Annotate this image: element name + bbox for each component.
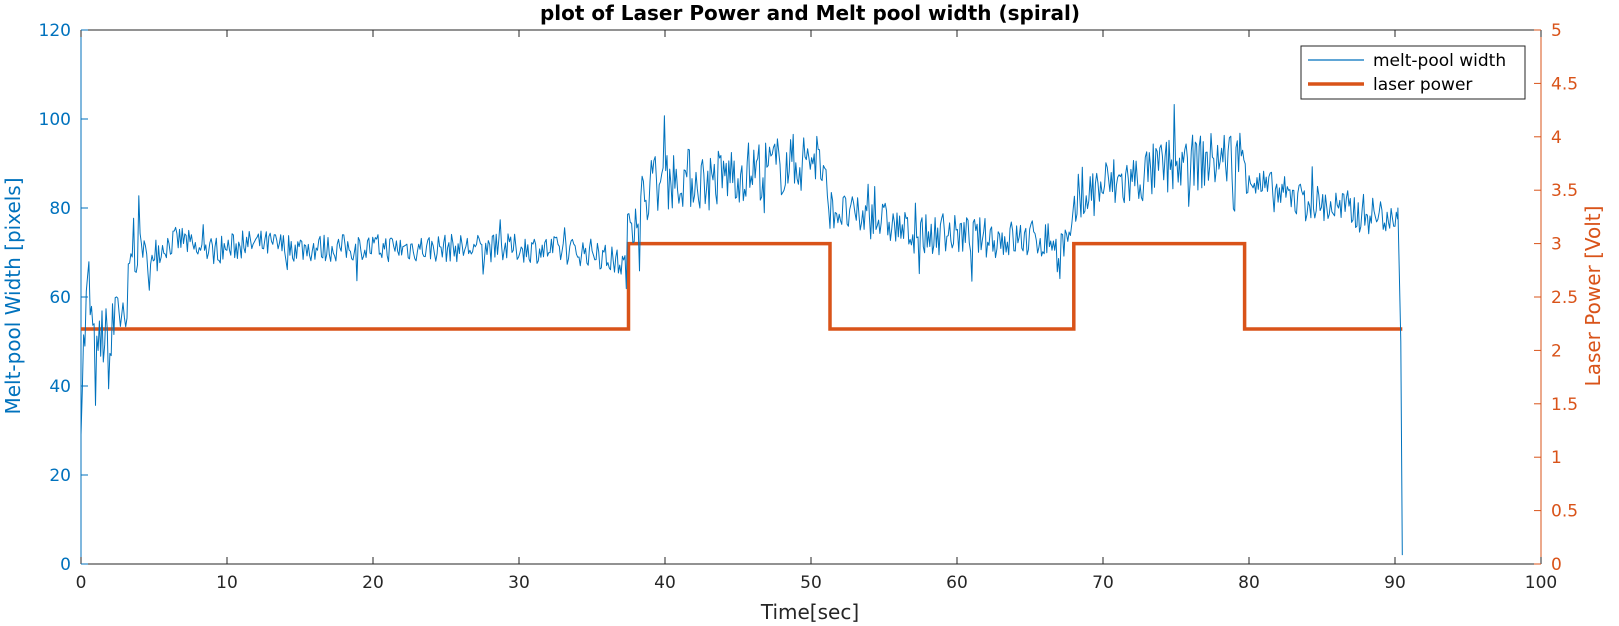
- left-y-tick-label: 20: [49, 466, 71, 486]
- melt-pool-width-layer: [80, 104, 1403, 556]
- right-y-tick-label: 3: [1551, 235, 1562, 255]
- right-y-tick-label: 1: [1551, 448, 1562, 468]
- right-y-axis-label: Laser Power [Volt]: [1581, 206, 1605, 387]
- right-y-tick-label: 1.5: [1551, 395, 1578, 415]
- legend: melt-pool width laser power: [1300, 45, 1526, 100]
- x-tick-label: 0: [76, 573, 87, 593]
- laser-power-layer: [81, 241, 1403, 331]
- legend-box: [1300, 45, 1526, 100]
- left-y-axis-label: Melt-pool Width [pixels]: [1, 177, 25, 414]
- x-axis-ticks: 0 10 20 30 40 50 60 70 80 90 100: [76, 30, 1557, 593]
- chart-title: plot of Laser Power and Melt pool width …: [540, 1, 1080, 25]
- left-y-tick-label: 100: [39, 110, 71, 130]
- left-y-axis-ticks: 0 20 40 60 80 100 120: [39, 21, 88, 575]
- right-y-tick-label: 0: [1551, 555, 1562, 575]
- right-y-tick-label: 4: [1551, 128, 1562, 148]
- right-y-tick-label: 2: [1551, 341, 1562, 361]
- x-tick-label: 10: [216, 573, 238, 593]
- left-y-tick-label: 60: [49, 288, 71, 308]
- x-tick-label: 100: [1525, 573, 1557, 593]
- right-y-tick-label: 3.5: [1551, 181, 1578, 201]
- x-tick-label: 50: [800, 573, 822, 593]
- right-y-axis-ticks: 0 0.5 1 1.5 2 2.5 3 3.5 4 4.5 5: [1534, 21, 1578, 575]
- right-y-tick-label: 0.5: [1551, 502, 1578, 522]
- legend-label-melt-pool-width: melt-pool width: [1373, 51, 1506, 71]
- right-y-tick-label: 5: [1551, 21, 1562, 41]
- legend-label-laser-power: laser power: [1373, 75, 1472, 95]
- x-tick-label: 40: [654, 573, 676, 593]
- left-y-tick-label: 0: [60, 555, 71, 575]
- right-y-tick-label: 4.5: [1551, 74, 1578, 94]
- x-tick-label: 30: [508, 573, 530, 593]
- x-tick-label: 90: [1384, 573, 1406, 593]
- right-y-tick-label: 2.5: [1551, 288, 1578, 308]
- x-axis-label: Time[sec]: [760, 600, 859, 624]
- series-line-laser-power: [81, 241, 1403, 331]
- left-y-tick-label: 80: [49, 199, 71, 219]
- x-tick-label: 70: [1092, 573, 1114, 593]
- left-y-tick-label: 40: [49, 377, 71, 397]
- x-tick-label: 60: [946, 573, 968, 593]
- x-tick-label: 80: [1238, 573, 1260, 593]
- left-y-tick-label: 120: [39, 21, 71, 41]
- series-line-melt-pool-width: [80, 104, 1403, 556]
- x-tick-label: 20: [362, 573, 384, 593]
